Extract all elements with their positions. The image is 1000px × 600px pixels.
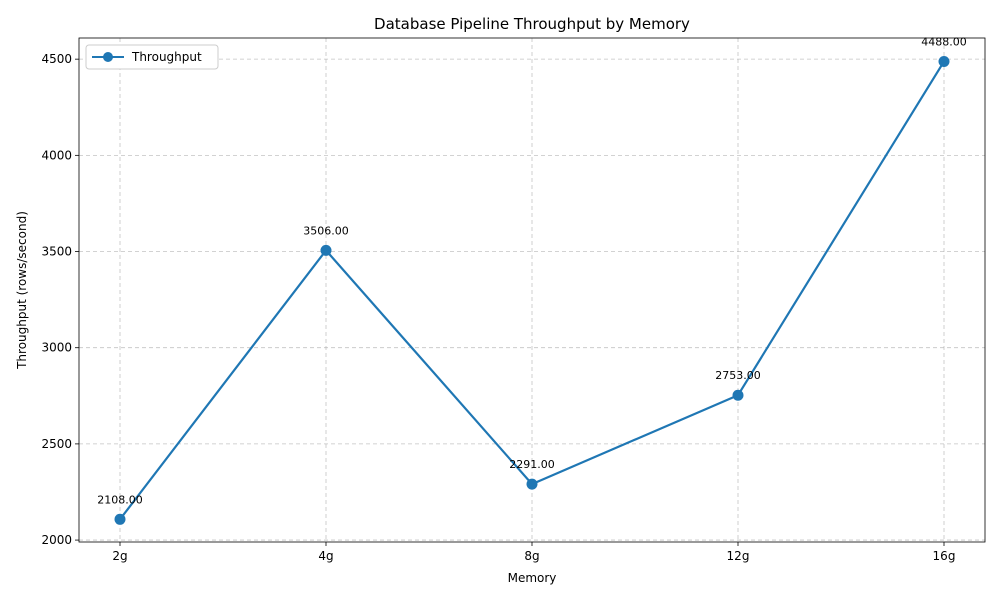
legend-marker-swatch bbox=[103, 52, 113, 62]
x-tick-label: 12g bbox=[727, 549, 750, 563]
chart-title: Database Pipeline Throughput by Memory bbox=[374, 15, 690, 33]
x-tick-label: 4g bbox=[318, 549, 333, 563]
data-label: 2108.00 bbox=[97, 493, 143, 506]
legend-label-throughput: Throughput bbox=[131, 50, 202, 64]
x-tick-label: 8g bbox=[524, 549, 539, 563]
y-tick-label: 3000 bbox=[41, 341, 72, 355]
data-point bbox=[527, 479, 538, 490]
y-tick-label: 2000 bbox=[41, 533, 72, 547]
data-point bbox=[733, 390, 744, 401]
y-axis-label: Throughput (rows/second) bbox=[15, 211, 29, 370]
data-label: 3506.00 bbox=[303, 224, 349, 237]
data-label: 4488.00 bbox=[921, 35, 967, 48]
y-tick-label: 4500 bbox=[41, 52, 72, 66]
y-tick-label: 4000 bbox=[41, 148, 72, 162]
legend: Throughput bbox=[86, 45, 218, 69]
x-tick-label: 2g bbox=[112, 549, 127, 563]
data-point bbox=[321, 245, 332, 256]
x-axis-label: Memory bbox=[508, 571, 557, 585]
data-point bbox=[939, 56, 950, 67]
x-tick-label: 16g bbox=[933, 549, 956, 563]
data-label: 2291.00 bbox=[509, 458, 555, 471]
y-tick-label: 3500 bbox=[41, 245, 72, 259]
data-point bbox=[115, 514, 126, 525]
data-label: 2753.00 bbox=[715, 369, 761, 382]
y-tick-label: 2500 bbox=[41, 437, 72, 451]
